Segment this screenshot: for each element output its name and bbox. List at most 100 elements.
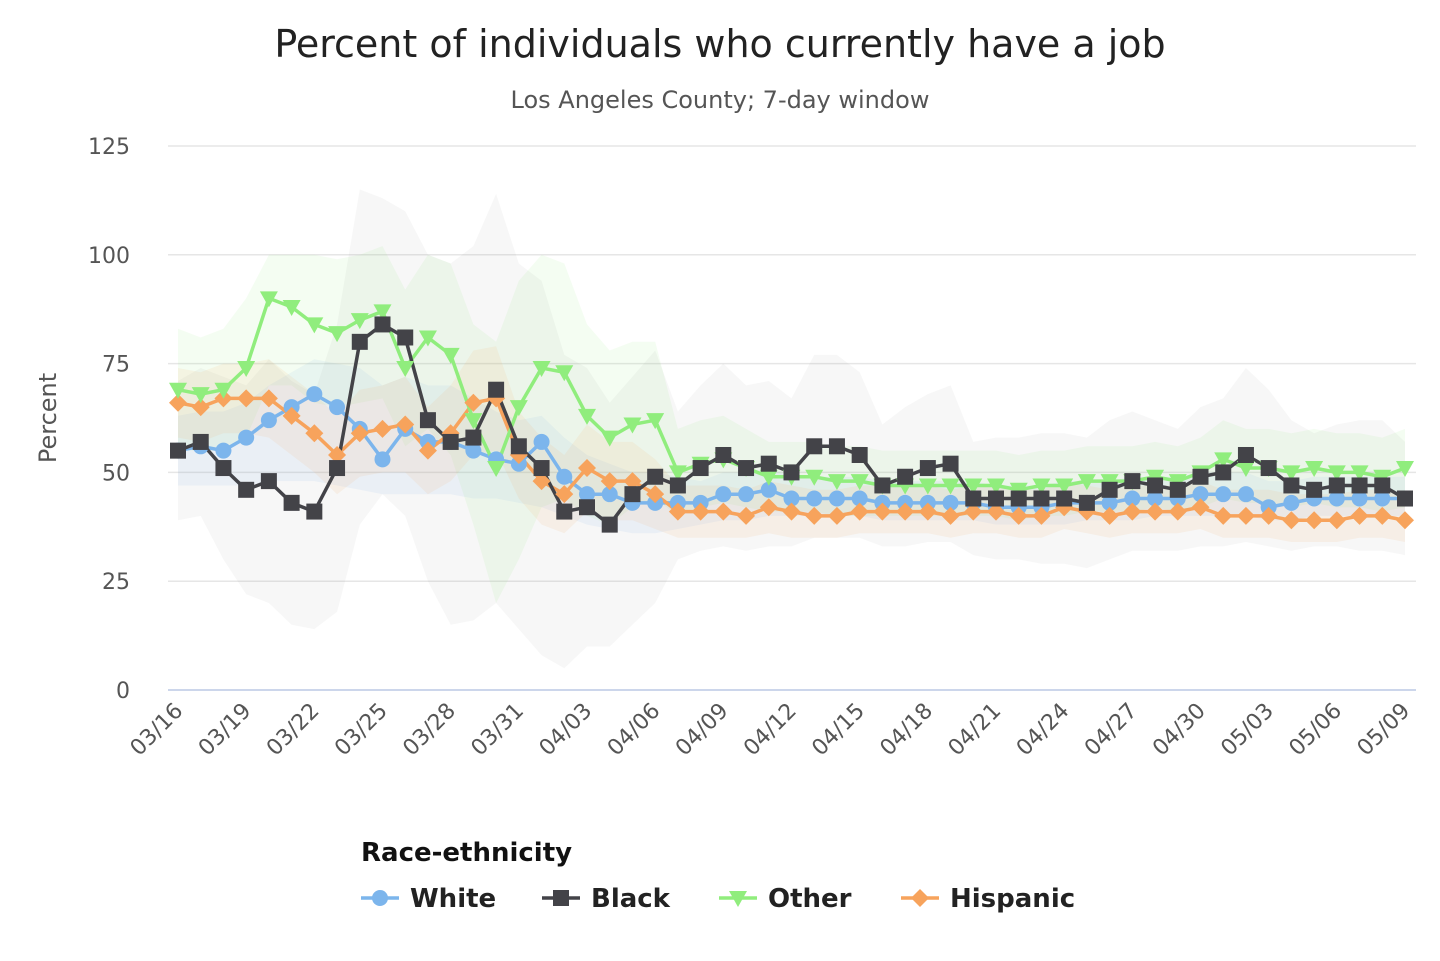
point-other [1327, 465, 1346, 482]
point-black [374, 316, 391, 333]
point-white [942, 494, 959, 511]
point-other [464, 413, 483, 430]
point-hispanic [1100, 506, 1119, 525]
point-other [282, 300, 301, 317]
point-other [918, 478, 937, 495]
point-hispanic [737, 506, 756, 525]
x-tick-label: 03/25 [330, 699, 393, 762]
point-black [238, 481, 255, 498]
legend: White Black Other Hispanic [361, 884, 1075, 914]
point-other [305, 317, 324, 334]
y-tick-label: 100 [88, 244, 130, 269]
point-black [965, 490, 982, 507]
point-white [715, 486, 732, 503]
point-white [1101, 494, 1118, 511]
band-white [178, 359, 1405, 534]
point-hispanic [237, 389, 256, 408]
point-other [1396, 461, 1414, 478]
point-black [1328, 477, 1345, 494]
point-other [1282, 465, 1301, 482]
point-black [1033, 490, 1050, 507]
point-black [1374, 477, 1391, 494]
point-white [1374, 490, 1391, 507]
point-black [397, 329, 414, 346]
point-black [783, 464, 800, 481]
point-other [509, 400, 528, 417]
point-white [760, 481, 777, 498]
point-other [646, 413, 665, 430]
point-black [170, 442, 186, 459]
point-hispanic [941, 506, 960, 525]
point-other [759, 469, 778, 486]
legend-item-other: Other [719, 884, 852, 914]
point-black [465, 429, 482, 446]
point-black [283, 494, 300, 511]
legend-marker-other [729, 891, 747, 907]
point-hispanic [259, 389, 278, 408]
point-other [237, 360, 256, 377]
x-tick-label: 04/21 [944, 699, 1007, 762]
point-black [738, 460, 755, 477]
x-tick-label: 04/27 [1080, 699, 1143, 762]
point-white [238, 429, 255, 446]
point-black [1192, 468, 1209, 485]
x-axis-ticks: 03/16 03/19 03/22 03/25 03/28 03/31 04/03 04/06… [126, 699, 1416, 762]
point-black [1306, 481, 1323, 498]
point-other [668, 465, 687, 482]
point-hispanic [328, 445, 347, 464]
point-black [760, 455, 777, 472]
point-hispanic [1327, 511, 1346, 530]
point-white [306, 386, 323, 403]
point-black [669, 477, 686, 494]
point-hispanic [1191, 498, 1210, 517]
point-black [647, 468, 664, 485]
point-hispanic [827, 506, 846, 525]
point-hispanic [532, 472, 551, 491]
point-hispanic [850, 502, 869, 521]
point-black [351, 333, 368, 350]
band-black [178, 189, 1405, 669]
point-black [897, 468, 914, 485]
point-black [1056, 490, 1073, 507]
y-tick-label: 0 [116, 679, 130, 704]
point-black [919, 460, 936, 477]
point-black [260, 473, 277, 490]
point-other [328, 326, 347, 343]
point-hispanic [805, 506, 824, 525]
point-hispanic [169, 393, 187, 412]
point-black [692, 460, 709, 477]
point-black [1010, 490, 1027, 507]
point-black [1124, 473, 1141, 490]
legend-marker-black [553, 890, 569, 906]
legend-label: Black [591, 884, 671, 914]
confidence-bands [178, 189, 1405, 669]
point-white [1192, 486, 1209, 503]
point-white [215, 442, 232, 459]
point-hispanic [759, 498, 778, 517]
point-hispanic [873, 502, 892, 521]
point-other [1236, 461, 1255, 478]
point-other [1214, 452, 1233, 469]
point-black [874, 477, 891, 494]
point-white [579, 486, 595, 503]
point-hispanic [964, 502, 983, 521]
point-black [942, 455, 959, 472]
point-other [600, 430, 619, 447]
x-tick-label: 05/03 [1216, 699, 1279, 762]
point-hispanic [1396, 511, 1414, 530]
point-other [1350, 465, 1369, 482]
x-tick-label: 03/22 [262, 699, 325, 762]
point-white [465, 442, 482, 459]
x-tick-label: 03/19 [194, 699, 257, 762]
point-hispanic [1236, 506, 1255, 525]
point-other [487, 461, 506, 478]
point-hispanic [691, 502, 710, 521]
point-hispanic [191, 398, 210, 417]
y-tick-label: 125 [88, 135, 130, 160]
y-tick-label: 50 [102, 461, 130, 486]
markers-black [170, 316, 1413, 533]
point-other [827, 474, 846, 491]
point-black [828, 438, 845, 455]
point-black [601, 516, 618, 533]
x-tick-label: 04/24 [1012, 699, 1075, 762]
